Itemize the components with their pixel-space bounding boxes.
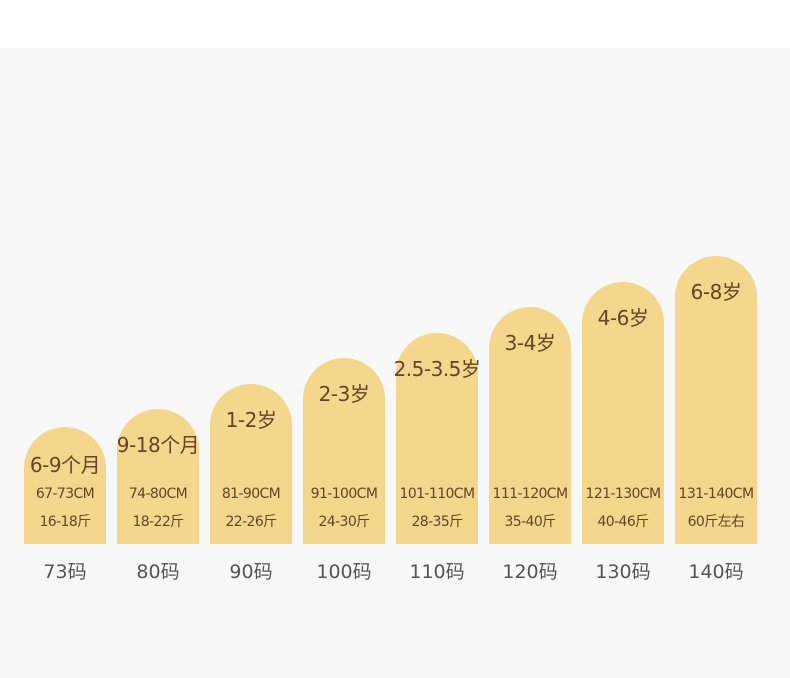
age-label: 9-18个月 <box>116 433 200 457</box>
weight-range-label: 16-18斤 <box>39 514 91 530</box>
age-label: 6-9个月 <box>29 453 101 477</box>
height-range-label: 74-80CM <box>128 486 188 502</box>
age-label: 6-8岁 <box>690 280 742 304</box>
age-label: 2-3岁 <box>318 382 370 406</box>
age-label: 2.5-3.5岁 <box>393 357 481 381</box>
weight-range-label: 60斤左右 <box>687 514 745 530</box>
height-range-label: 81-90CM <box>221 486 281 502</box>
size-bar: 2-3岁 91-100CM 24-30斤 <box>303 358 385 544</box>
weight-range-label: 18-22斤 <box>132 514 184 530</box>
size-bar: 4-6岁 121-130CM 40-46斤 <box>582 282 664 544</box>
size-category-label: 120码 <box>502 561 558 583</box>
size-category-label: 140码 <box>688 561 744 583</box>
weight-range-label: 40-46斤 <box>597 514 649 530</box>
height-range-label: 91-100CM <box>310 486 378 502</box>
size-bar: 3-4岁 111-120CM 35-40斤 <box>489 307 571 544</box>
size-category-label: 110码 <box>409 561 465 583</box>
size-category-label: 100码 <box>316 561 372 583</box>
size-category-label: 80码 <box>136 561 180 583</box>
size-bar: 6-8岁 131-140CM 60斤左右 <box>675 256 757 544</box>
weight-range-label: 22-26斤 <box>225 514 277 530</box>
age-label: 3-4岁 <box>504 331 556 355</box>
height-range-label: 67-73CM <box>35 486 95 502</box>
size-category-label: 73码 <box>43 561 87 583</box>
size-bar: 2.5-3.5岁 101-110CM 28-35斤 <box>394 333 481 544</box>
size-bar: 1-2岁 81-90CM 22-26斤 <box>210 384 292 544</box>
weight-range-label: 28-35斤 <box>411 514 463 530</box>
size-category-label: 90码 <box>229 561 273 583</box>
size-bar: 9-18个月 74-80CM 18-22斤 <box>117 409 200 544</box>
weight-range-label: 24-30斤 <box>318 514 370 530</box>
height-range-label: 121-130CM <box>585 486 662 502</box>
height-range-label: 101-110CM <box>399 486 476 502</box>
size-bar: 6-9个月 67-73CM 16-18斤 <box>24 427 106 544</box>
age-label: 1-2岁 <box>225 408 277 432</box>
size-category-label: 130码 <box>595 561 651 583</box>
weight-range-label: 35-40斤 <box>504 514 556 530</box>
height-range-label: 131-140CM <box>678 486 755 502</box>
age-label: 4-6岁 <box>597 306 649 330</box>
height-range-label: 111-120CM <box>492 486 569 502</box>
